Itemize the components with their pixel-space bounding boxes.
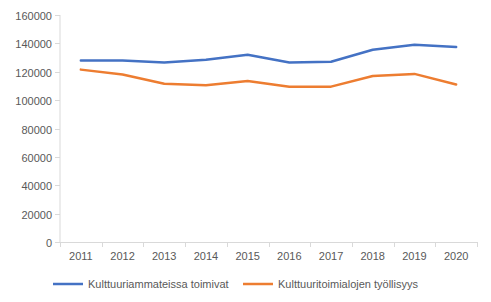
y-tick [55, 185, 60, 186]
y-tick-label: 100000 [15, 95, 52, 107]
x-tick-label: 2017 [319, 250, 343, 262]
x-tick-label: 2014 [194, 250, 218, 262]
plot-area [81, 45, 456, 87]
y-tick [55, 100, 60, 101]
legend-swatch [53, 283, 83, 286]
y-tick [55, 72, 60, 73]
x-tick-label: 2016 [277, 250, 301, 262]
x-tick [352, 242, 353, 247]
y-tick-label: 140000 [15, 38, 52, 50]
y-tick [55, 157, 60, 158]
x-axis [60, 242, 477, 243]
x-tick [477, 242, 478, 247]
y-tick-label: 80000 [21, 124, 52, 136]
x-tick [310, 242, 311, 247]
x-tick-label: 2013 [152, 250, 176, 262]
x-tick [143, 242, 144, 247]
legend-label: Kulttuuritoimialojen työllisyys [278, 278, 418, 290]
x-tick [60, 242, 61, 247]
x-tick-label: 2015 [235, 250, 259, 262]
x-tick [227, 242, 228, 247]
x-tick-label: 2011 [69, 250, 93, 262]
y-tick [55, 214, 60, 215]
x-tick-label: 2020 [444, 250, 468, 262]
y-tick-label: 0 [46, 237, 52, 249]
chart: 0 20000 40000 60000 80000 100000 120000 140000 1… [0, 0, 491, 302]
y-axis [60, 15, 61, 242]
y-tick-label: 60000 [21, 152, 52, 164]
x-tick [269, 242, 270, 247]
y-tick [55, 15, 60, 16]
legend-swatch [243, 283, 273, 286]
x-tick [435, 242, 436, 247]
y-tick [55, 129, 60, 130]
x-tick-label: 2012 [110, 250, 134, 262]
x-tick-label: 2019 [402, 250, 426, 262]
y-tick-label: 40000 [21, 180, 52, 192]
y-tick-label: 160000 [15, 10, 52, 22]
x-tick-label: 2018 [361, 250, 385, 262]
x-tick [185, 242, 186, 247]
x-tick [394, 242, 395, 247]
series-line [81, 70, 456, 87]
y-tick-label: 120000 [15, 67, 52, 79]
y-tick-label: 20000 [21, 209, 52, 221]
series-line [81, 45, 456, 63]
legend-label: Kulttuuriammateissa toimivat [88, 278, 229, 290]
y-tick [55, 43, 60, 44]
y-tick [55, 242, 60, 243]
x-tick [102, 242, 103, 247]
